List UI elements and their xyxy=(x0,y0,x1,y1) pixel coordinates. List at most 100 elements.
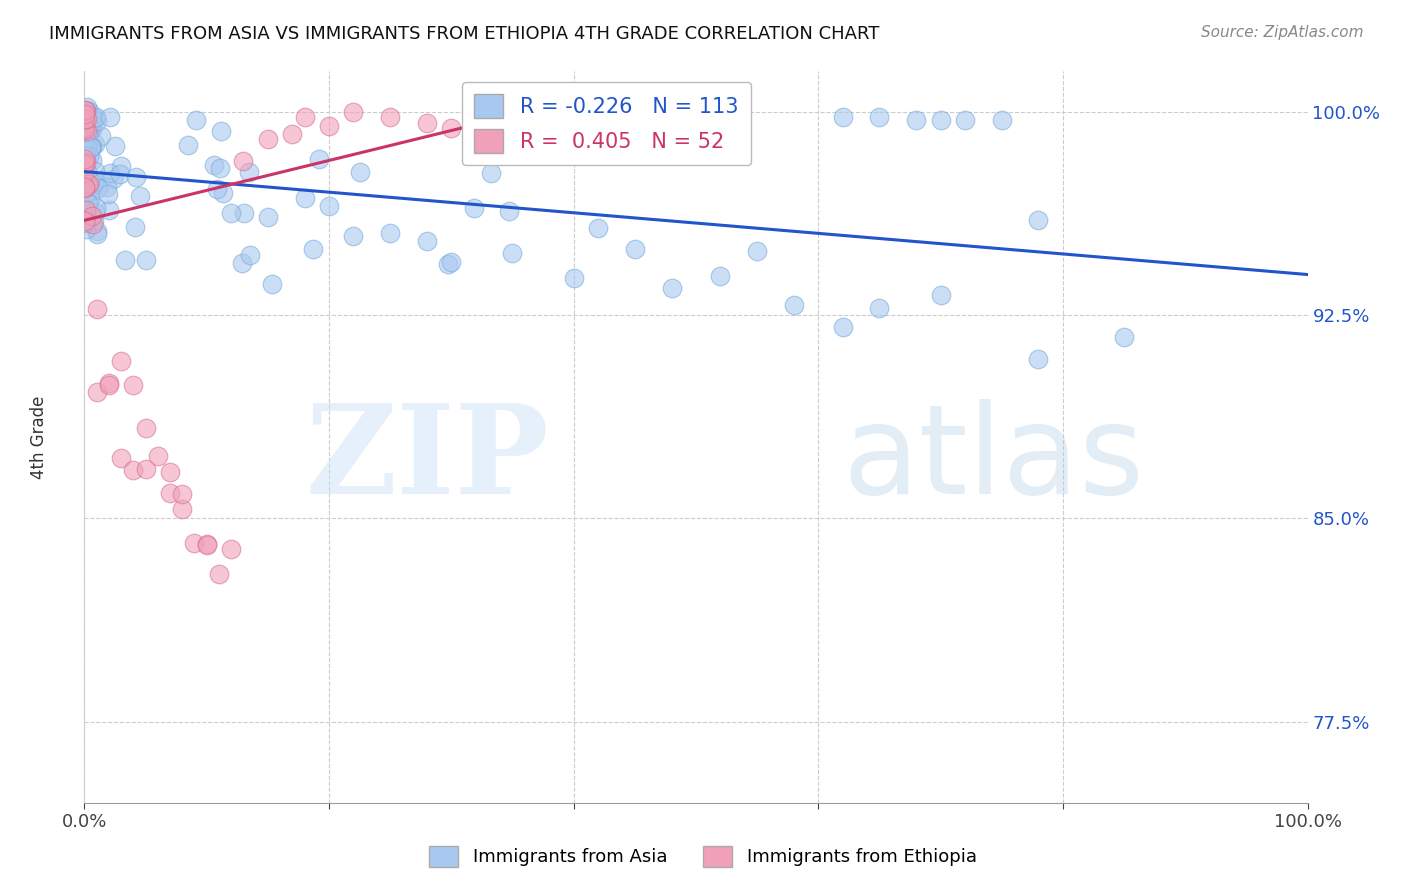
Point xyxy=(98,166,121,180)
Point xyxy=(73,118,96,132)
Point xyxy=(135,253,157,268)
Point xyxy=(318,199,340,213)
Point xyxy=(75,156,97,170)
Point xyxy=(209,124,232,138)
Point xyxy=(79,174,101,188)
Point xyxy=(98,202,121,217)
Point xyxy=(239,248,262,262)
Point xyxy=(98,111,121,125)
Point xyxy=(159,465,181,479)
Point xyxy=(101,171,124,186)
Point xyxy=(929,113,952,128)
Point xyxy=(77,195,100,210)
Point xyxy=(76,165,98,179)
Point xyxy=(135,421,157,435)
Point xyxy=(75,121,97,136)
Point xyxy=(437,257,460,271)
Legend: R = -0.226   N = 113, R =  0.405   N = 52: R = -0.226 N = 113, R = 0.405 N = 52 xyxy=(461,82,751,165)
Point xyxy=(82,209,104,223)
Point xyxy=(294,191,316,205)
Point xyxy=(73,173,96,187)
Point xyxy=(83,205,105,219)
Point xyxy=(172,486,194,500)
Point xyxy=(349,164,371,178)
Point xyxy=(73,157,96,171)
Point xyxy=(953,113,976,128)
Text: IMMIGRANTS FROM ASIA VS IMMIGRANTS FROM ETHIOPIA 4TH GRADE CORRELATION CHART: IMMIGRANTS FROM ASIA VS IMMIGRANTS FROM … xyxy=(49,25,880,43)
Legend: Immigrants from Asia, Immigrants from Ethiopia: Immigrants from Asia, Immigrants from Et… xyxy=(422,838,984,874)
Point xyxy=(212,186,235,200)
Point xyxy=(75,112,97,127)
Point xyxy=(380,226,402,240)
Point xyxy=(73,103,96,117)
Point xyxy=(76,124,98,138)
Point xyxy=(75,189,97,203)
Point xyxy=(83,137,105,152)
Point xyxy=(110,450,132,465)
Point xyxy=(747,244,769,258)
Point xyxy=(502,127,524,141)
Point xyxy=(90,129,112,144)
Point xyxy=(75,202,97,217)
Point xyxy=(75,216,97,230)
Point xyxy=(82,153,104,167)
Point xyxy=(73,151,96,165)
Point xyxy=(80,117,103,131)
Point xyxy=(135,462,157,476)
Point xyxy=(257,210,280,224)
Point xyxy=(110,160,132,174)
Point xyxy=(219,542,242,557)
Point xyxy=(77,210,100,224)
Point xyxy=(77,125,100,139)
Point xyxy=(929,288,952,302)
Point xyxy=(831,111,853,125)
Point xyxy=(73,107,96,121)
Point xyxy=(416,116,439,130)
Point xyxy=(97,376,120,390)
Point xyxy=(77,177,100,191)
Point xyxy=(80,140,103,154)
Point xyxy=(86,227,108,241)
Point xyxy=(73,181,96,195)
Point xyxy=(205,182,228,196)
Point xyxy=(96,180,118,194)
Point xyxy=(342,105,364,120)
Point xyxy=(97,377,120,392)
Point xyxy=(281,127,304,141)
Point xyxy=(80,122,103,136)
Point xyxy=(75,131,97,145)
Point xyxy=(124,219,146,234)
Point xyxy=(122,378,145,392)
Point xyxy=(195,536,218,550)
Text: ZIP: ZIP xyxy=(305,399,550,519)
Point xyxy=(661,280,683,294)
Point xyxy=(257,132,280,146)
Point xyxy=(195,538,218,552)
Point xyxy=(172,501,194,516)
Point xyxy=(209,161,232,175)
Point xyxy=(75,203,97,218)
Point xyxy=(1028,352,1050,367)
Point xyxy=(125,170,148,185)
Point xyxy=(86,385,108,400)
Point xyxy=(76,100,98,114)
Point xyxy=(231,256,253,270)
Point xyxy=(82,217,104,231)
Point xyxy=(84,111,107,125)
Point xyxy=(440,255,463,269)
Y-axis label: 4th Grade: 4th Grade xyxy=(30,395,48,479)
Point xyxy=(84,202,107,216)
Point xyxy=(183,536,205,550)
Point xyxy=(80,140,103,154)
Point xyxy=(86,113,108,128)
Point xyxy=(260,277,283,291)
Point xyxy=(318,119,340,133)
Point xyxy=(73,120,96,135)
Point xyxy=(1028,213,1050,227)
Point xyxy=(73,214,96,228)
Point xyxy=(202,158,225,172)
Point xyxy=(219,206,242,220)
Point xyxy=(73,152,96,166)
Point xyxy=(991,113,1014,128)
Point xyxy=(1114,330,1136,344)
